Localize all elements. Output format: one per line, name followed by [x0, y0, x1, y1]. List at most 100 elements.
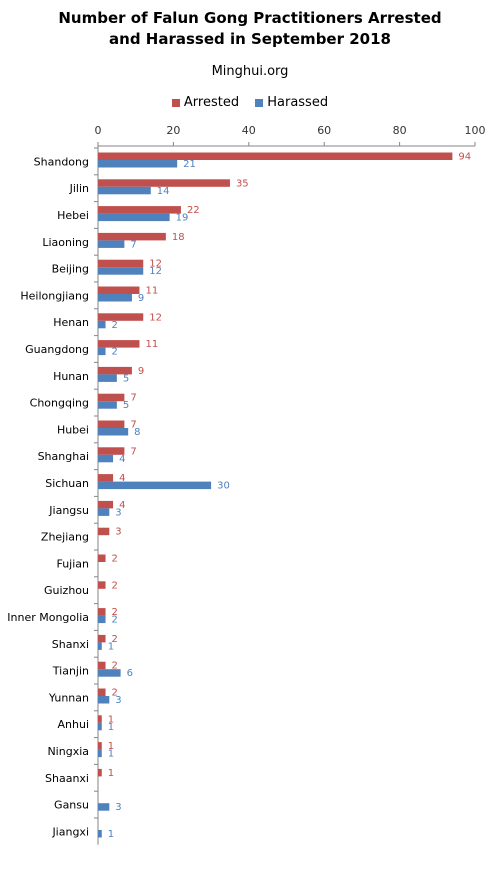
data-label-harassed: 14: [157, 186, 170, 197]
data-label-arrested: 7: [130, 393, 136, 404]
category-label: Yunnan: [48, 691, 89, 704]
bar-arrested: [98, 447, 125, 455]
data-label-harassed: 5: [123, 373, 129, 384]
chart-title-line-1: Number of Falun Gong Practitioners Arres…: [58, 9, 442, 27]
category-label: Hunan: [53, 370, 89, 383]
category-label: Jiangxi: [51, 825, 89, 838]
data-label-arrested: 11: [145, 286, 158, 297]
data-label-arrested: 1: [108, 741, 114, 752]
bar-arrested: [98, 661, 106, 670]
data-label-harassed: 4: [119, 454, 125, 465]
bar-harassed: [98, 186, 151, 195]
data-label-arrested: 9: [138, 366, 144, 377]
legend-label-arrested: Arrested: [183, 95, 240, 110]
data-label-harassed: 21: [183, 159, 196, 170]
category-label: Shandong: [34, 155, 89, 168]
data-label-harassed: 12: [149, 266, 162, 277]
data-label-arrested: 4: [119, 473, 125, 484]
bar-harassed: [98, 240, 125, 248]
data-label-harassed: 2: [112, 320, 118, 331]
data-label-harassed: 3: [115, 507, 121, 518]
category-label: Beijing: [52, 263, 89, 276]
data-label-arrested: 4: [119, 500, 125, 511]
data-label-harassed: 7: [130, 239, 136, 250]
bar-arrested: [98, 768, 102, 777]
chart-title-line-2: and Harassed in September 2018: [109, 30, 391, 48]
bar-harassed: [98, 642, 102, 650]
category-label: Heilongjiang: [20, 289, 89, 302]
category-label: Inner Mongolia: [7, 611, 89, 624]
bar-arrested: [98, 742, 102, 750]
category-label: Fujian: [56, 557, 89, 570]
data-label-harassed: 1: [108, 722, 114, 733]
data-label-harassed: 19: [176, 213, 189, 224]
bar-arrested: [98, 634, 106, 643]
data-label-arrested: 94: [458, 152, 471, 163]
bar-harassed: [98, 294, 132, 302]
bar-arrested: [98, 608, 106, 616]
x-tick-label: 100: [465, 124, 486, 137]
bar-arrested: [98, 152, 453, 160]
data-label-arrested: 12: [149, 312, 162, 323]
bar-harassed: [98, 803, 110, 811]
legend-swatch-harassed: [255, 98, 264, 107]
data-label-harassed: 6: [127, 668, 133, 679]
bar-arrested: [98, 366, 132, 375]
category-label: Shanxi: [52, 638, 89, 651]
bar-arrested: [98, 474, 114, 482]
data-label-arrested: 7: [130, 446, 136, 457]
bar-harassed: [98, 696, 110, 704]
category-label: Tianjin: [52, 665, 89, 678]
legend-swatch-arrested: [171, 98, 180, 107]
data-label-harassed: 2: [112, 615, 118, 626]
data-label-harassed: 8: [134, 427, 140, 438]
data-label-harassed: 5: [123, 400, 129, 411]
bar-arrested: [98, 286, 140, 294]
data-label-arrested: 1: [108, 714, 114, 725]
category-label: Ningxia: [47, 745, 89, 758]
data-label-arrested: 3: [115, 527, 121, 538]
legend: Arrested Harassed: [0, 95, 500, 111]
category-label: Chongqing: [30, 397, 89, 410]
data-label-arrested: 2: [112, 634, 118, 645]
chart-title: Number of Falun Gong Practitioners Arres…: [0, 8, 500, 50]
bar-harassed: [98, 830, 102, 838]
bar-harassed: [98, 374, 117, 382]
bar-arrested: [98, 179, 230, 187]
category-label: Guangdong: [25, 343, 89, 356]
chart-subtitle: Minghui.org: [211, 64, 289, 79]
data-label-harassed: 2: [112, 347, 118, 358]
data-label-arrested: 2: [112, 607, 118, 618]
category-label: Guizhou: [44, 584, 89, 597]
category-label: Shanghai: [38, 450, 89, 463]
bar-harassed: [98, 213, 170, 222]
category-label: Jiangsu: [48, 504, 89, 517]
data-label-arrested: 18: [172, 232, 185, 243]
bar-arrested: [98, 420, 125, 428]
bar-arrested: [98, 500, 114, 509]
bar-harassed: [98, 508, 110, 516]
data-label-harassed: 1: [108, 641, 114, 652]
bar-harassed: [98, 160, 178, 168]
data-label-harassed: 30: [217, 481, 230, 492]
bar-arrested: [98, 259, 144, 268]
bar-arrested: [98, 313, 144, 321]
legend-item-harassed: Harassed: [255, 95, 328, 110]
x-tick-label: 40: [242, 124, 256, 137]
legend-label-harassed: Harassed: [267, 95, 329, 110]
x-tick-label: 0: [95, 124, 102, 137]
bar-harassed: [98, 615, 106, 624]
category-label: Hebei: [57, 209, 89, 222]
data-label-harassed: 9: [138, 293, 144, 304]
bar-harassed: [98, 267, 144, 275]
bar-arrested: [98, 206, 181, 214]
bar-arrested: [98, 554, 106, 562]
x-tick-label: 60: [317, 124, 331, 137]
category-label: Anhui: [58, 718, 90, 731]
data-label-arrested: 35: [236, 178, 249, 189]
category-label: Hubei: [57, 423, 89, 436]
data-label-arrested: 7: [130, 420, 136, 431]
category-label: Liaoning: [42, 236, 89, 249]
data-label-arrested: 12: [149, 259, 162, 270]
bar-arrested: [98, 232, 166, 241]
